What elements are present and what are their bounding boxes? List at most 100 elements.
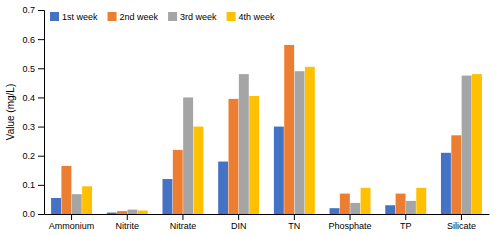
y-tick-mark [38,68,44,69]
y-tick-label: 0.6 [22,35,35,45]
bar [295,71,305,214]
y-tick-label: 0.1 [22,180,35,190]
y-tick: 0.1 [22,180,44,190]
bar [441,153,451,214]
y-tick-label: 0.2 [22,151,35,161]
y-tick: 0.7 [22,5,44,15]
x-tick: Silicate [447,214,476,231]
x-tick-label: Phosphate [329,221,372,231]
x-tick: DIN [231,214,247,231]
legend-label: 4th week [239,12,276,22]
bar [194,127,204,214]
x-tick: TN [288,214,300,231]
y-tick-mark [38,156,44,157]
bar [162,179,172,214]
x-tick-label: Silicate [447,221,476,231]
bar [340,194,350,214]
legend-item: 1st week [50,12,98,22]
bar [406,201,416,214]
bar [138,211,148,214]
y-tick-label: 0.0 [22,209,35,219]
y-tick: 0.0 [22,209,44,219]
y-tick-mark [38,10,44,11]
x-tick-label: Nitrite [116,221,140,231]
y-tick-label: 0.7 [22,5,35,15]
bar-series [61,45,461,214]
x-tick-mark [294,214,295,220]
y-tick-label: 0.4 [22,93,35,103]
bar [451,135,461,214]
y-axis: 0.0 0.1 0.2 0.3 0.4 0.5 0.6 0.7 [22,5,44,219]
y-tick-mark [38,39,44,40]
x-tick: Phosphate [329,214,372,231]
y-axis-title: Value (mg/L) [5,84,16,141]
bar [284,45,294,214]
legend-item: 4th week [227,12,276,22]
y-tick-mark [38,214,44,215]
bar-series [82,67,482,214]
bar [183,97,193,214]
bar [361,188,371,214]
bar [462,76,472,214]
x-tick-mark [182,214,183,220]
bar [173,150,183,214]
legend-item: 3rd week [168,12,217,22]
legend-swatch [227,12,236,21]
y-tick: 0.3 [22,122,44,132]
chart: Ammonium Nitrite Nitrate DIN TN Phosphate TP Si… [0,0,499,236]
bar [396,194,406,214]
y-tick: 0.5 [22,64,44,74]
y-tick-mark [38,185,44,186]
bars [51,45,482,214]
legend: 1st week 2nd week 3rd week 4th week [50,12,275,22]
axis-line [45,214,490,215]
bar [472,74,482,214]
x-tick-mark [71,214,72,220]
bar-series [72,71,472,214]
y-tick-label: 0.3 [22,122,35,132]
x-tick: Ammonium [49,214,95,231]
legend-label: 1st week [62,12,98,22]
legend-swatch [108,12,117,21]
x-tick-label: TN [288,221,300,231]
x-tick-mark [461,214,462,220]
x-tick-label: TP [400,221,412,231]
bar [249,96,259,214]
legend-swatch [50,12,59,21]
bar [416,188,426,214]
y-tick: 0.2 [22,151,44,161]
bar [82,186,92,214]
bar [107,213,117,214]
legend-label: 3rd week [180,12,217,22]
bar [51,198,61,214]
bar [385,205,395,214]
plot-area: Ammonium Nitrite Nitrate DIN TN Phosphate TP Si… [22,5,489,231]
legend-label: 2nd week [120,12,159,22]
bar [218,162,228,214]
bar [127,210,137,214]
legend-item: 2nd week [108,12,159,22]
x-tick: Nitrate [170,214,197,231]
x-tick: TP [400,214,412,231]
legend-swatch [168,12,177,21]
x-tick-mark [405,214,406,220]
x-tick-mark [238,214,239,220]
x-tick-mark [127,214,128,220]
bar [61,166,71,214]
bar [117,211,127,214]
bar [350,203,360,214]
x-tick-label: Ammonium [49,221,95,231]
x-tick-mark [350,214,351,220]
bar [229,99,239,214]
x-tick-label: Nitrate [170,221,197,231]
x-axis: Ammonium Nitrite Nitrate DIN TN Phosphate TP Si… [45,214,490,231]
axis-line [38,11,45,215]
bar [274,127,284,214]
x-tick: Nitrite [116,214,140,231]
bar [305,67,315,214]
bar [72,194,82,214]
x-tick-label: DIN [231,221,247,231]
y-tick: 0.6 [22,35,44,45]
bar [239,74,249,214]
y-tick-mark [38,127,44,128]
